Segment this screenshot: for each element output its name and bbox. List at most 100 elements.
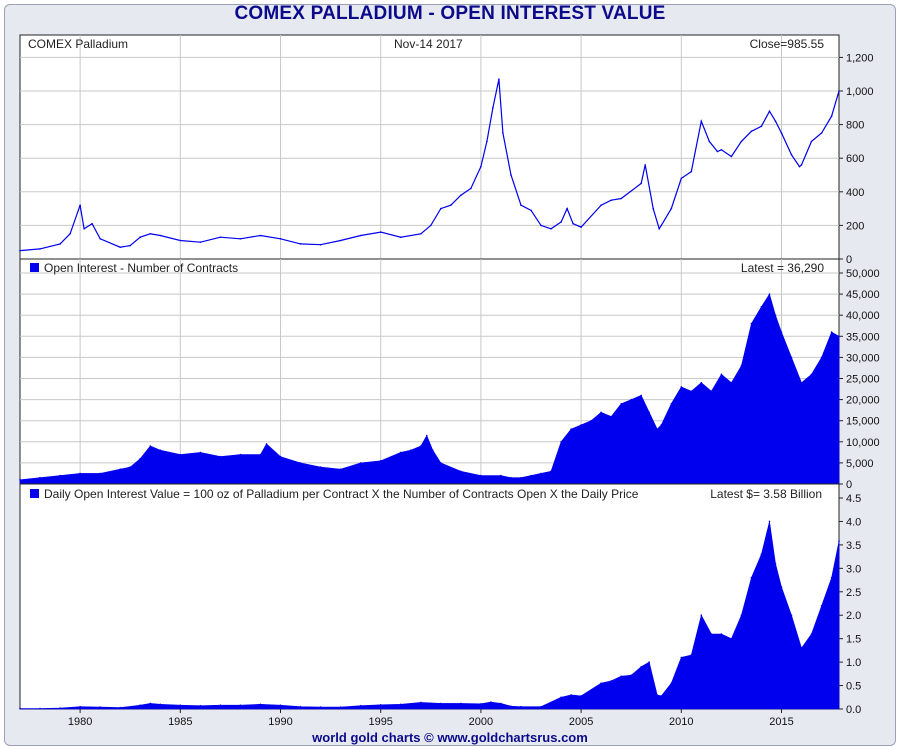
data-point (680, 386, 683, 388)
y-tick-label: 600 (846, 153, 864, 165)
data-point (492, 107, 494, 109)
data-point (480, 703, 482, 705)
data-point (790, 356, 793, 359)
data-point (658, 228, 660, 230)
x-axis: 1980 1985 1990 1995 2000 2005 2010 2015 (68, 709, 794, 728)
data-point (680, 177, 683, 180)
data-point (159, 449, 162, 452)
y-tick-label: 0.5 (846, 681, 861, 693)
data-point (339, 239, 342, 242)
data-point (410, 449, 412, 452)
data-point (339, 706, 342, 708)
data-point (279, 238, 282, 240)
data-point (379, 231, 382, 233)
y-tick-label: 25,000 (846, 374, 880, 386)
data-point (760, 125, 763, 128)
data-point (610, 680, 612, 682)
data-point (740, 614, 743, 616)
data-point (680, 656, 683, 659)
y-tick-label: 2.0 (846, 610, 861, 622)
data-point (39, 476, 41, 479)
data-point (500, 474, 502, 477)
data-point (610, 199, 612, 201)
data-point (199, 451, 202, 454)
data-point (800, 647, 803, 649)
data-point (399, 451, 402, 454)
x-tick-label: 2015 (769, 716, 793, 728)
open-interest-y-axis: 0 5,000 10,000 15,000 20,000 25,000 30,000 35,0… (839, 268, 880, 491)
data-point (820, 132, 823, 134)
y-tick-label: 200 (846, 220, 864, 232)
y-tick-label: 35,000 (846, 331, 880, 343)
data-point (159, 234, 162, 237)
data-point (566, 207, 568, 210)
y-tick-label: 15,000 (846, 416, 880, 428)
data-point (440, 462, 442, 464)
data-point (490, 701, 492, 703)
data-point (199, 704, 202, 707)
data-point (520, 705, 522, 708)
data-point (129, 244, 131, 247)
data-point (239, 453, 242, 456)
data-point (139, 236, 141, 238)
data-point (656, 694, 658, 696)
data-point (560, 221, 562, 223)
y-tick-label: 0 (846, 479, 852, 491)
data-point (420, 445, 422, 447)
price-panel-label: COMEX Palladium (28, 37, 128, 51)
data-point (652, 207, 654, 210)
x-tick-label: 2010 (669, 716, 693, 728)
data-point (359, 462, 362, 464)
data-point (750, 130, 753, 133)
data-point (730, 381, 733, 384)
y-tick-label: 4.0 (846, 516, 861, 528)
data-point (319, 706, 322, 708)
data-point (83, 228, 85, 230)
data-point (648, 411, 650, 414)
data-point (600, 411, 602, 414)
x-tick-label: 1995 (368, 716, 392, 728)
data-point (319, 466, 322, 468)
data-point (800, 164, 803, 166)
data-point (91, 222, 93, 225)
data-point (219, 704, 222, 706)
data-point (259, 703, 262, 706)
data-point (59, 243, 61, 245)
data-point (265, 443, 268, 445)
data-point (768, 110, 771, 112)
data-point (590, 419, 592, 422)
data-point (440, 702, 442, 705)
data-point (239, 704, 242, 706)
data-point (119, 246, 121, 248)
data-point (774, 314, 777, 317)
data-point (19, 479, 21, 481)
data-point (580, 424, 582, 426)
y-tick-label: 1.5 (846, 634, 861, 646)
data-point (610, 415, 612, 418)
y-tick-label: 1,200 (846, 52, 874, 64)
y-tick-label: 0.0 (846, 704, 861, 716)
data-point (710, 633, 713, 635)
data-point (600, 682, 602, 684)
series-line (19, 79, 840, 252)
data-point (670, 403, 673, 405)
data-point (820, 356, 823, 359)
open-interest-panel: 0 5,000 10,000 15,000 20,000 25,000 30,000 35,0… (19, 258, 880, 491)
data-point (399, 236, 402, 238)
data-point (768, 293, 771, 295)
data-point (379, 460, 382, 462)
data-point (219, 236, 222, 238)
x-tick-label: 2000 (469, 716, 493, 728)
data-point (486, 140, 488, 143)
data-point (129, 466, 131, 468)
data-point (279, 455, 282, 458)
data-point (139, 704, 141, 706)
data-point (580, 695, 582, 697)
data-point (690, 654, 693, 656)
data-point (159, 703, 162, 706)
data-point (780, 331, 783, 333)
data-point (79, 472, 81, 475)
data-point (830, 331, 833, 333)
y-tick-label: 800 (846, 120, 864, 132)
data-point (502, 132, 504, 134)
